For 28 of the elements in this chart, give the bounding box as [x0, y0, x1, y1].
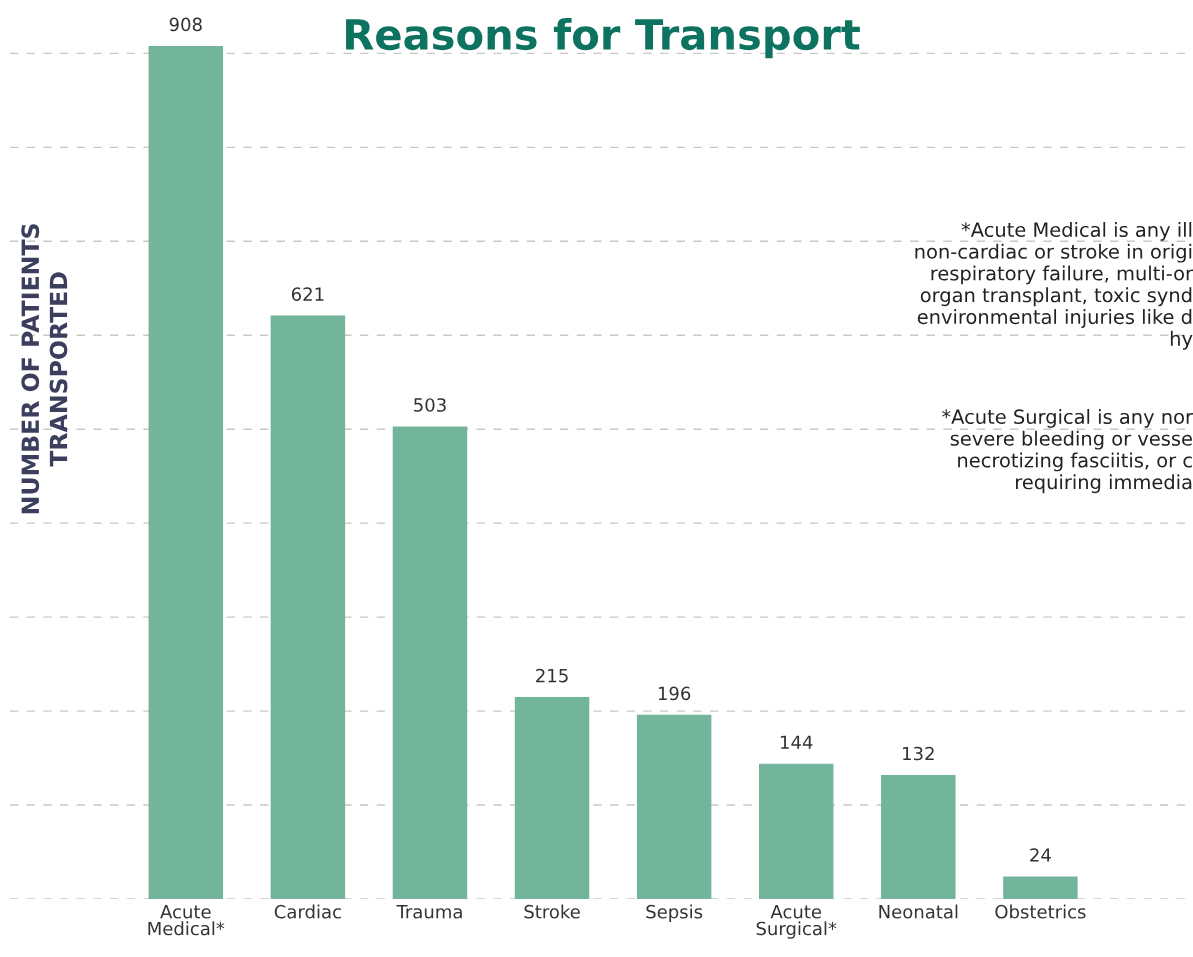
- data-label: 196: [658, 686, 691, 701]
- x-tick-label: Sepsis: [646, 904, 703, 923]
- bar: [881, 774, 956, 899]
- x-tick-label: Cardiac: [274, 904, 341, 919]
- bar: [270, 315, 346, 899]
- y-axis-title: NUMBER OF PATIENTS TRANSPORTED: [21, 224, 68, 514]
- data-label: 132: [903, 746, 934, 761]
- data-label: 621: [291, 287, 324, 301]
- bar: [636, 714, 712, 899]
- data-label: 24: [1030, 848, 1051, 862]
- annotation: *Acute Medical is any ill non-cardiac or stroke in origi respiratory failure, multi-or organ transplant, toxic synd environmental injuries like d hy: [915, 222, 1193, 350]
- x-tick-label: Stroke: [524, 904, 580, 919]
- x-tick-label: Neonatal: [879, 904, 958, 919]
- x-tick-label: Obstetrics: [995, 904, 1086, 919]
- chart-title: Reasons for Transport: [346, 17, 860, 59]
- annotation: *Acute Surgical is any nor severe bleeding or vesse necrotizing fasciitis, or c requiring immedia: [942, 409, 1193, 494]
- bar: [514, 696, 590, 899]
- x-tick-label: Acute Medical*: [148, 905, 225, 936]
- bar: [392, 426, 468, 899]
- bar: [758, 763, 834, 899]
- data-label: 908: [169, 17, 202, 32]
- data-label: 215: [536, 668, 568, 683]
- data-label: 144: [780, 735, 813, 749]
- data-label: 503: [414, 398, 446, 412]
- x-tick-label: Acute Surgical*: [756, 905, 837, 939]
- bar: [1003, 876, 1078, 899]
- bar: [148, 45, 224, 899]
- x-tick-label: Trauma: [396, 905, 462, 919]
